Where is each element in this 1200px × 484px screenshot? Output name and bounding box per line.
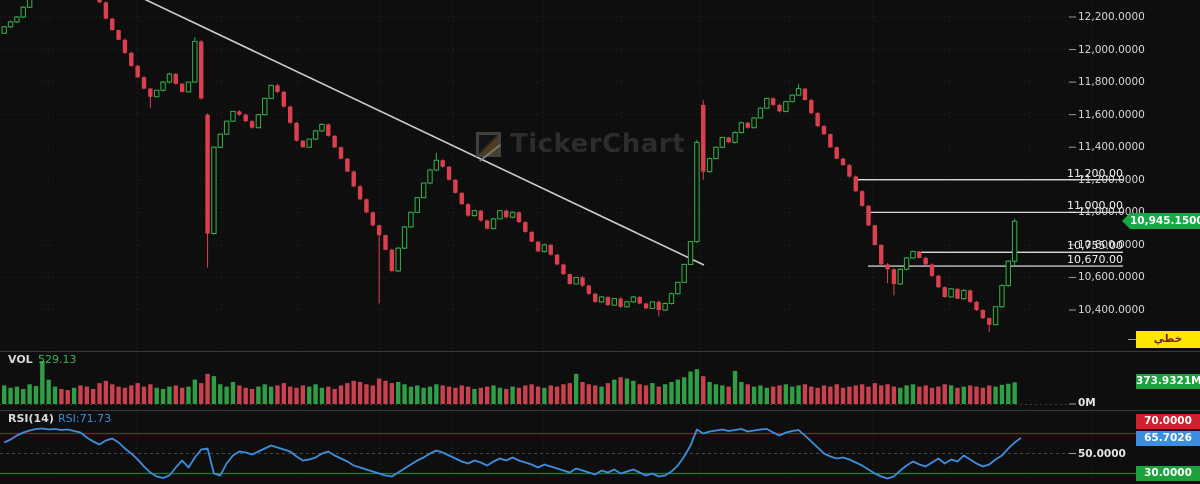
- trendline[interactable]: [142, 0, 705, 266]
- rsi-line: [3, 427, 1022, 480]
- volume-bars-layer: [0, 361, 1076, 405]
- candles-layer: [1, 0, 1018, 332]
- grid-layer: [0, 0, 1093, 484]
